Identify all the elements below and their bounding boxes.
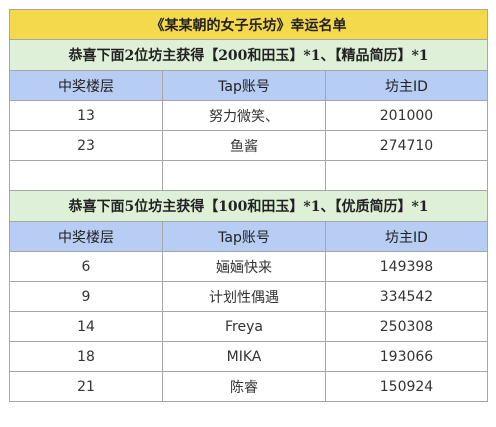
column-header-id: 坊主ID <box>325 221 488 252</box>
lucky-list-table: 《某某朝的女子乐坊》幸运名单 恭喜下面2位坊主获得【200和田玉】*1、【精品简… <box>9 9 488 402</box>
account-cell: 计划性偶遇 <box>162 281 326 312</box>
id-cell: 250308 <box>325 311 488 342</box>
floor-cell: 13 <box>9 100 163 131</box>
empty-cell <box>162 160 326 191</box>
floor-cell: 14 <box>9 311 163 342</box>
column-header-id: 坊主ID <box>325 70 488 101</box>
id-cell: 150924 <box>325 371 488 402</box>
account-cell: 努力微笑、 <box>162 100 326 131</box>
section-2-heading-row: 恭喜下面5位坊主获得【100和田玉】*1、【优质简历】*1 <box>9 190 488 222</box>
table-row: 21 陈睿 150924 <box>9 371 488 402</box>
table-row: 23 鱼酱 274710 <box>9 130 488 161</box>
id-cell: 334542 <box>325 281 488 312</box>
column-header-row: 中奖楼层 Tap账号 坊主ID <box>9 221 488 252</box>
section-1-heading-row: 恭喜下面2位坊主获得【200和田玉】*1、【精品简历】*1 <box>9 39 488 71</box>
floor-cell: 6 <box>9 251 163 282</box>
blank-row <box>9 160 488 191</box>
column-header-floor: 中奖楼层 <box>9 70 163 101</box>
title-row: 《某某朝的女子乐坊》幸运名单 <box>9 9 488 40</box>
empty-cell <box>9 160 163 191</box>
empty-cell <box>325 160 488 191</box>
id-cell: 193066 <box>325 341 488 372</box>
column-header-row: 中奖楼层 Tap账号 坊主ID <box>9 70 488 101</box>
account-cell: MIKA <box>162 341 326 372</box>
column-header-account: Tap账号 <box>162 70 326 101</box>
account-cell: Freya <box>162 311 326 342</box>
table-row: 9 计划性偶遇 334542 <box>9 281 488 312</box>
section-heading: 恭喜下面5位坊主获得【100和田玉】*1、【优质简历】*1 <box>9 190 488 222</box>
id-cell: 274710 <box>325 130 488 161</box>
floor-cell: 21 <box>9 371 163 402</box>
table-row: 6 婳婳快来 149398 <box>9 251 488 282</box>
table-row: 14 Freya 250308 <box>9 311 488 342</box>
floor-cell: 18 <box>9 341 163 372</box>
table-row: 18 MIKA 193066 <box>9 341 488 372</box>
table-title: 《某某朝的女子乐坊》幸运名单 <box>9 9 488 40</box>
floor-cell: 9 <box>9 281 163 312</box>
account-cell: 婳婳快来 <box>162 251 326 282</box>
id-cell: 201000 <box>325 100 488 131</box>
account-cell: 鱼酱 <box>162 130 326 161</box>
account-cell: 陈睿 <box>162 371 326 402</box>
section-heading: 恭喜下面2位坊主获得【200和田玉】*1、【精品简历】*1 <box>9 39 488 71</box>
column-header-account: Tap账号 <box>162 221 326 252</box>
id-cell: 149398 <box>325 251 488 282</box>
floor-cell: 23 <box>9 130 163 161</box>
table-row: 13 努力微笑、 201000 <box>9 100 488 131</box>
column-header-floor: 中奖楼层 <box>9 221 163 252</box>
